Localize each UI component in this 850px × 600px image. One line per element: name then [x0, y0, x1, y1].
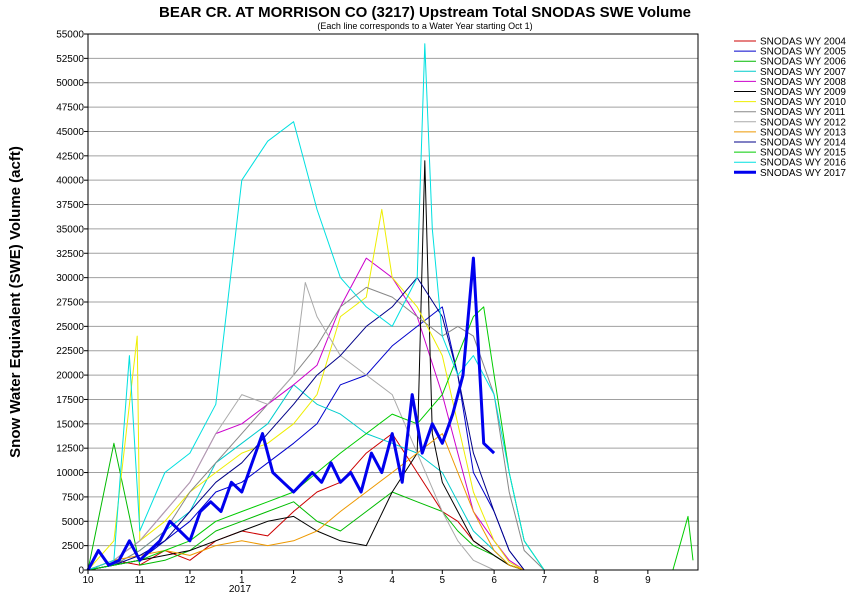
y-tick-label: 5000 [62, 517, 85, 528]
series-line-snodas-wy-2012 [87, 282, 545, 571]
series-line-snodas-wy-2005 [87, 306, 545, 571]
y-tick-label: 37500 [56, 200, 84, 211]
y-tick-label: 42500 [56, 151, 84, 162]
y-tick-label: 7500 [62, 492, 85, 503]
y-tick-label: 35000 [56, 224, 84, 235]
series-line-snodas-wy-2010 [87, 208, 545, 571]
x-tick-label: 6 [491, 575, 497, 586]
y-tick-label: 20000 [56, 371, 84, 382]
legend-label: SNODAS WY 2004 [760, 37, 846, 48]
y-tick-label: 30000 [56, 273, 84, 284]
legend-label: SNODAS WY 2005 [760, 47, 846, 58]
y-tick-label: 47500 [56, 103, 84, 114]
x-tick-label: 8 [593, 575, 599, 586]
y-tick-label: 55000 [56, 30, 84, 41]
y-tick-label: 52500 [56, 54, 84, 65]
legend-label: SNODAS WY 2016 [760, 158, 846, 169]
y-axis-label: Snow Water Equivalent (SWE) Volume (acft… [7, 146, 24, 458]
y-tick-label: 10000 [56, 468, 84, 479]
plot-frame [87, 33, 699, 571]
series-line-snodas-wy-2011 [87, 286, 545, 571]
x-tick-label: 9 [645, 575, 651, 586]
x-tick-label: 2 [291, 575, 297, 586]
series-line-snodas-wy-2006 [87, 442, 545, 571]
y-tick-label: 50000 [56, 78, 84, 89]
legend-label: SNODAS WY 2015 [760, 148, 846, 159]
legend-label: SNODAS WY 2010 [760, 97, 846, 108]
series-line-snodas-wy-2009 [87, 160, 545, 571]
chart-title: BEAR CR. AT MORRISON CO (3217) Upstream … [159, 4, 691, 21]
y-tick-label: 27500 [56, 298, 84, 309]
x-tick-label: 7 [541, 575, 547, 586]
y-tick-label: 32500 [56, 249, 84, 260]
x-tick-label: 10 [82, 575, 94, 586]
series-line-snodas-wy-2014 [87, 277, 545, 571]
legend-label: SNODAS WY 2009 [760, 87, 846, 98]
y-tick-label: 12500 [56, 444, 84, 455]
legend-label: SNODAS WY 2013 [760, 127, 846, 138]
chart-subtitle: (Each line corresponds to a Water Year s… [317, 21, 532, 31]
y-tick-label: 22500 [56, 346, 84, 357]
x-tick-label: 1 [239, 575, 245, 586]
legend-label: SNODAS WY 2007 [760, 67, 846, 78]
y-axis: 0 2500 5000 7500 10000 12500 15000 17500 20000 22… [56, 30, 88, 577]
series-line-snodas-wy-2016 [87, 43, 545, 571]
legend-label: SNODAS WY 2012 [760, 117, 846, 128]
x-tick-label: 11 [135, 575, 146, 586]
legend-label: SNODAS WY 2014 [760, 138, 846, 149]
x-tick-label: 4 [389, 575, 395, 586]
y-tick-label: 25000 [56, 322, 84, 333]
legend-label: SNODAS WY 2017 [760, 168, 846, 179]
legend-label: SNODAS WY 2008 [760, 77, 846, 88]
y-tick-label: 0 [78, 566, 84, 577]
x-axis: 10 11 12 1 2 3 4 5 6 7 8 9 [82, 570, 651, 586]
y-tick-label: 45000 [56, 127, 84, 138]
y-tick-label: 2500 [62, 541, 85, 552]
year-label: 2017 [229, 584, 252, 595]
series-lines [86, 43, 694, 571]
x-tick-label: 5 [440, 575, 446, 586]
legend-label: SNODAS WY 2006 [760, 57, 846, 68]
legend-label: SNODAS WY 2011 [760, 107, 846, 118]
x-tick-label: 12 [184, 575, 196, 586]
y-tick-label: 40000 [56, 176, 84, 187]
x-tick-label: 3 [338, 575, 344, 586]
series-line-snodas-wy-2017 [86, 256, 496, 571]
series-line-snodas-wy-2013 [87, 433, 545, 571]
y-tick-label: 15000 [56, 419, 84, 430]
y-tick-label: 17500 [56, 395, 84, 406]
